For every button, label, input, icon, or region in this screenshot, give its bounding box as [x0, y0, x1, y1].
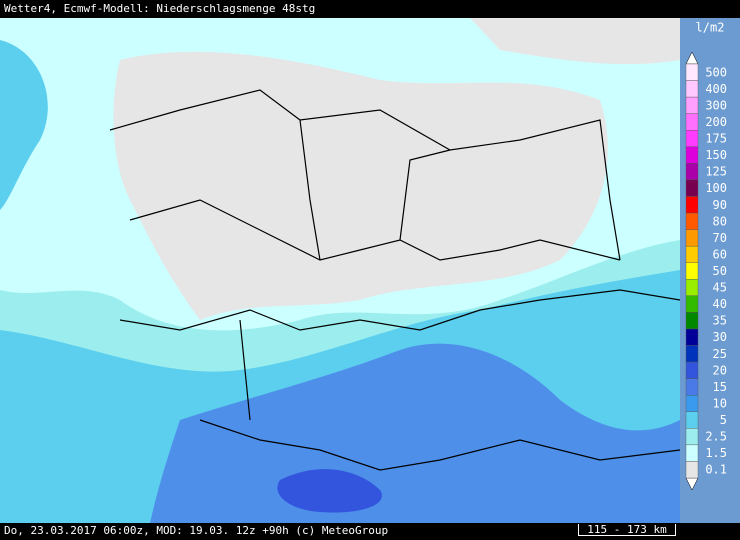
legend-swatch [685, 80, 699, 98]
legend-label: 2.5 [705, 430, 727, 444]
map-title: Wetter4, Ecmwf-Modell: Niederschlagsmeng… [4, 2, 316, 15]
legend-swatch [685, 328, 699, 346]
legend-swatch [685, 361, 699, 379]
legend-swatch [685, 428, 699, 446]
legend-swatch [685, 279, 699, 297]
legend-label: 15 [713, 380, 727, 394]
precip-areas [0, 18, 680, 523]
legend-swatch [685, 295, 699, 313]
legend: 500 400 300 200 175 150 125 100 90 80 70 60 50 45 40 35… [685, 63, 727, 479]
legend-label: 30 [713, 330, 727, 344]
legend-label: 50 [713, 264, 727, 278]
legend-label: 5 [720, 413, 727, 427]
legend-label: 100 [705, 181, 727, 195]
legend-label: 40 [713, 297, 727, 311]
legend-label: 45 [713, 281, 727, 295]
legend-swatch [685, 212, 699, 230]
legend-label: 90 [713, 198, 727, 212]
legend-label: 400 [705, 82, 727, 96]
legend-swatch [685, 196, 699, 214]
legend-swatch [685, 229, 699, 247]
legend-label: 0.1 [705, 463, 727, 477]
legend-swatch [685, 163, 699, 181]
legend-label: 70 [713, 231, 727, 245]
legend-swatch [685, 96, 699, 114]
legend-label: 200 [705, 115, 727, 129]
legend-swatch [685, 411, 699, 429]
legend-swatch [685, 312, 699, 330]
scale-bar: 115 - 173 km [578, 524, 676, 536]
legend-swatch [685, 146, 699, 164]
borders [109, 89, 681, 471]
legend-swatch [685, 461, 699, 479]
legend-label: 125 [705, 165, 727, 179]
legend-unit: l/m2 [696, 21, 725, 35]
legend-label: 35 [713, 314, 727, 328]
legend-label: 500 [705, 65, 727, 79]
legend-swatch [685, 345, 699, 363]
legend-label: 150 [705, 148, 727, 162]
legend-swatch [685, 63, 699, 81]
legend-label: 80 [713, 214, 727, 228]
legend-label: 25 [713, 347, 727, 361]
legend-swatch [685, 378, 699, 396]
legend-label: 300 [705, 98, 727, 112]
legend-swatch [685, 113, 699, 131]
legend-label: 20 [713, 363, 727, 377]
legend-label: 175 [705, 132, 727, 146]
legend-swatch [685, 245, 699, 263]
legend-swatch [685, 179, 699, 197]
legend-swatch [685, 262, 699, 280]
legend-swatch [685, 395, 699, 412]
legend-swatch [685, 444, 699, 462]
legend-swatch [685, 130, 699, 148]
legend-label: 60 [713, 247, 727, 261]
footer-text: Do, 23.03.2017 06:00z, MOD: 19.03. 12z +… [4, 524, 389, 537]
legend-label: 1.5 [705, 446, 727, 460]
legend-label: 10 [713, 396, 727, 410]
